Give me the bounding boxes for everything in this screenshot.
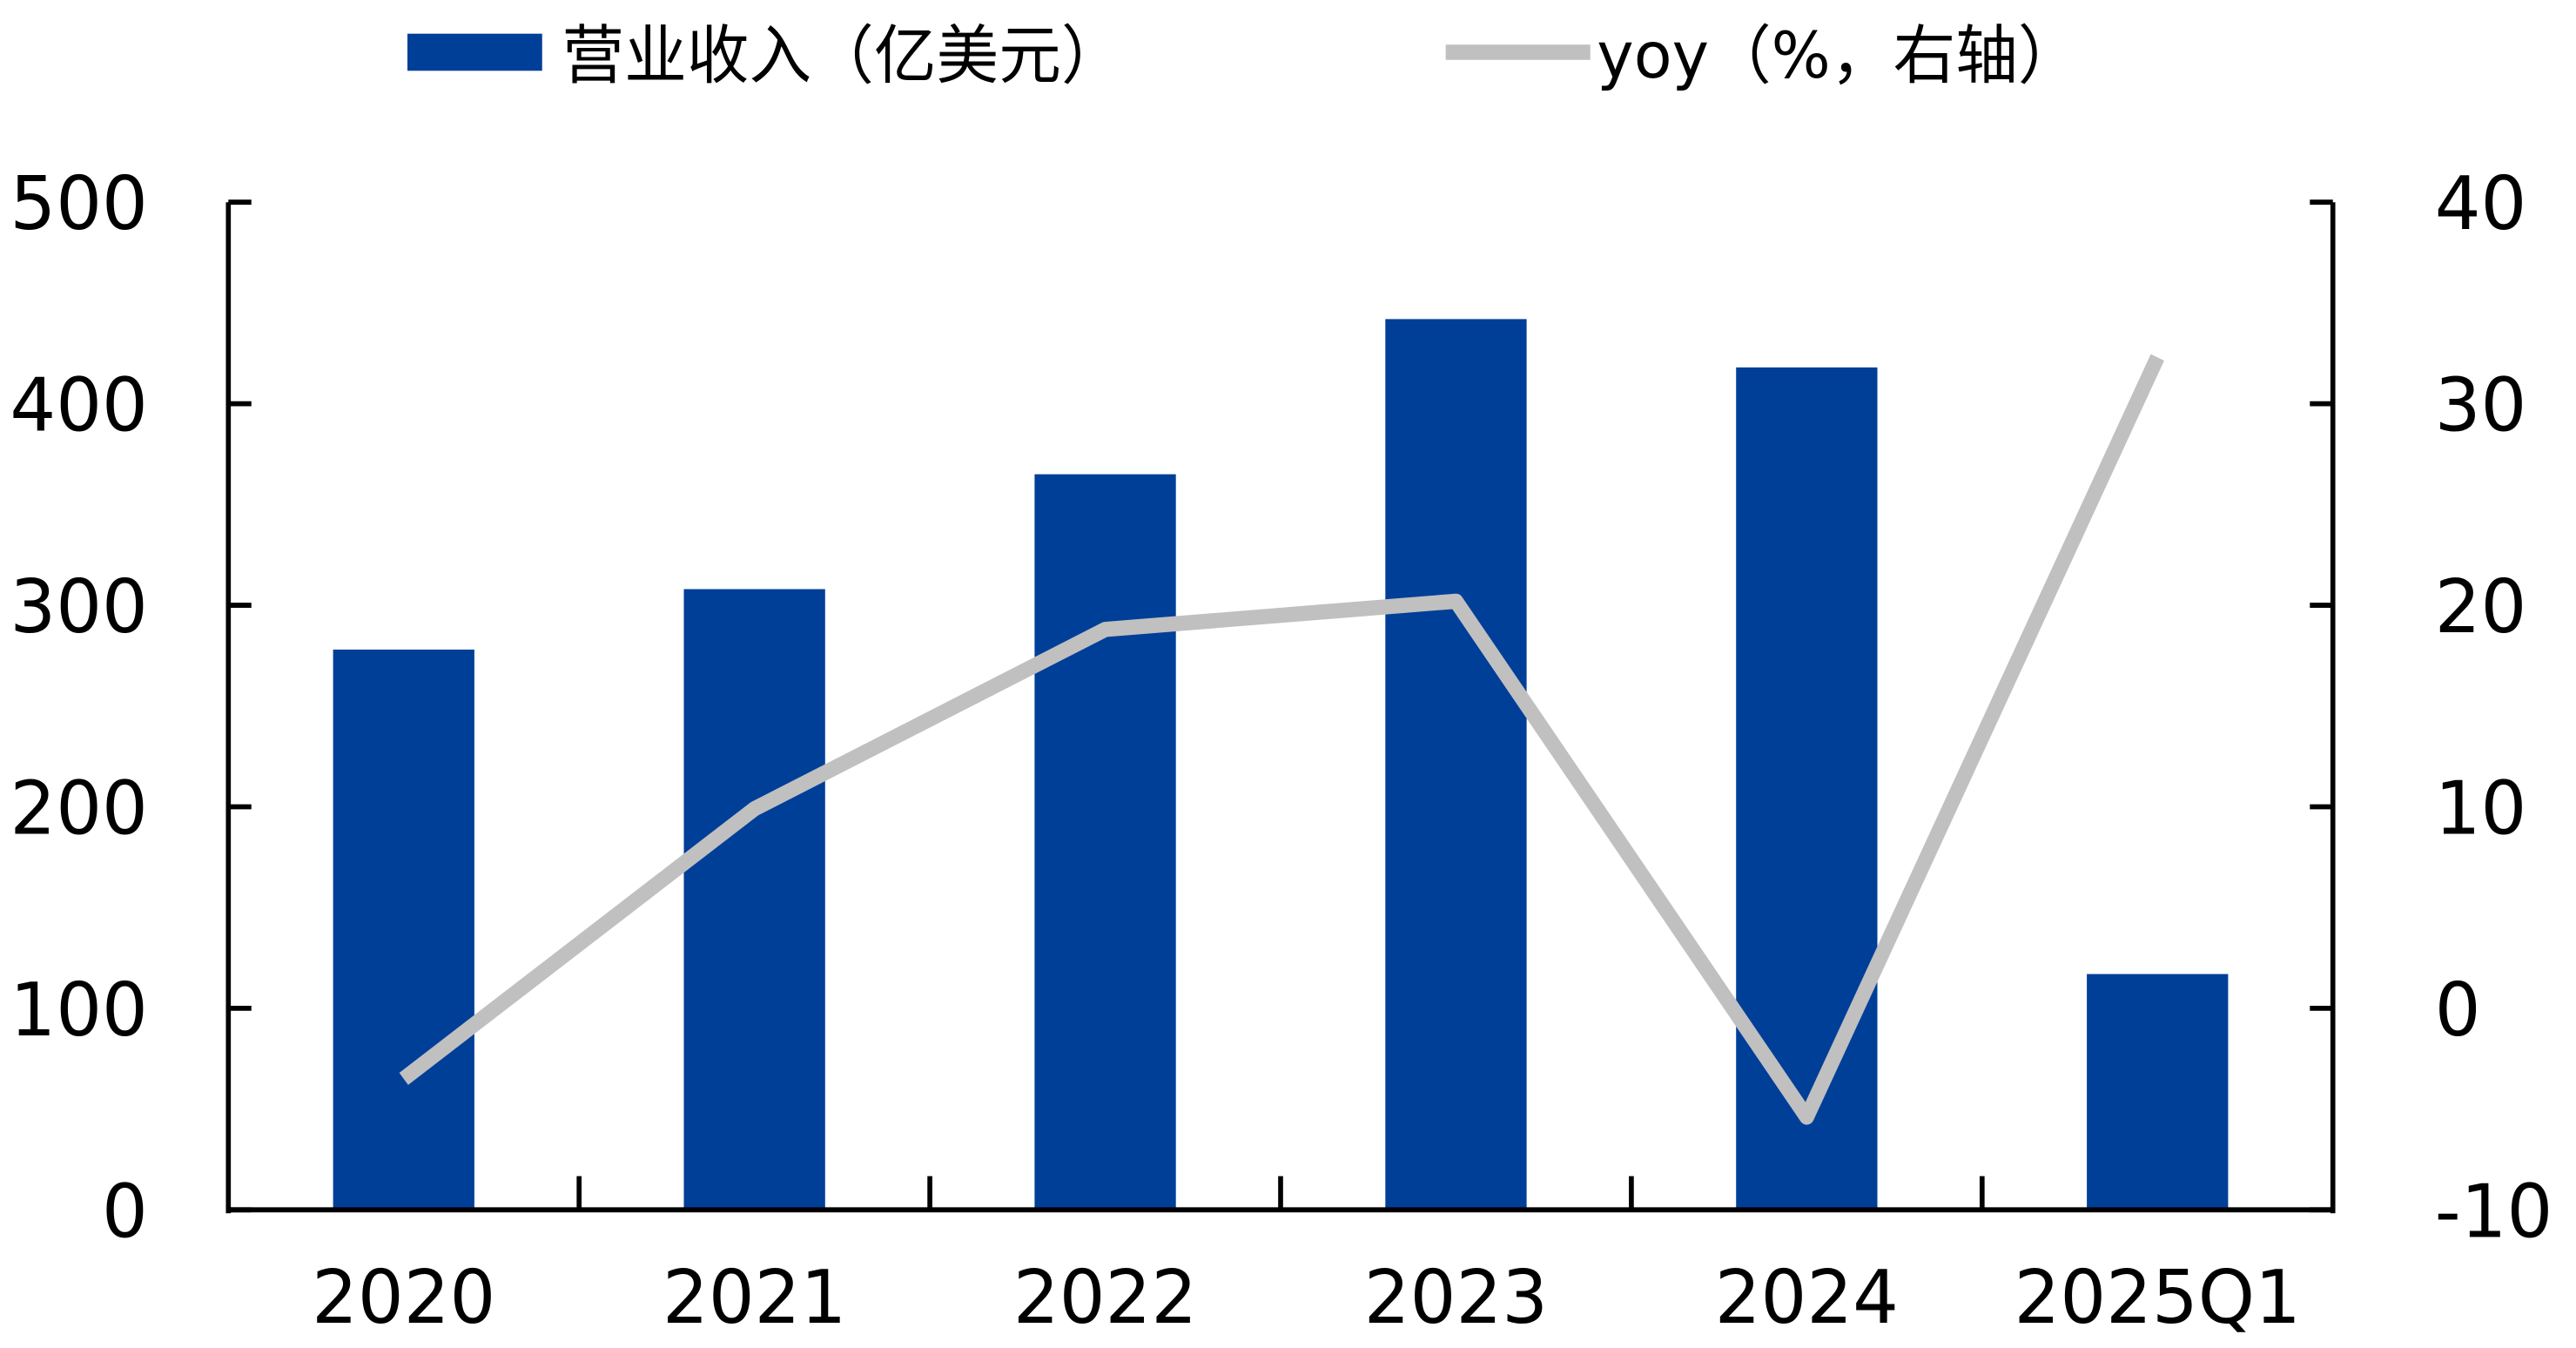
x-tick-label: 2024	[1715, 1254, 1899, 1340]
right-tick-label: 30	[2435, 362, 2527, 448]
left-tick-label: 100	[10, 967, 147, 1053]
bar-2025Q1	[2087, 974, 2229, 1210]
x-tick-label: 2022	[1013, 1254, 1197, 1340]
bar-2023	[1385, 319, 1527, 1210]
right-tick-label: -10	[2435, 1168, 2553, 1254]
right-tick-label: 20	[2435, 563, 2527, 650]
legend-swatch-revenue	[407, 33, 542, 71]
x-tick-label: 2025Q1	[2014, 1254, 2301, 1340]
x-tick-label: 2023	[1364, 1254, 1548, 1340]
x-tick-label: 2020	[312, 1254, 495, 1340]
bar-2024	[1736, 367, 1878, 1210]
left-tick-label: 400	[10, 362, 147, 448]
right-tick-label: 40	[2435, 160, 2527, 246]
bar-2021	[683, 589, 825, 1210]
legend-label-yoy: yoy（%，右轴）	[1597, 19, 2080, 93]
yoy-line	[399, 354, 2164, 1125]
left-tick-label: 0	[102, 1168, 148, 1254]
right-tick-label: 10	[2435, 765, 2527, 851]
left-tick-label: 500	[10, 160, 147, 246]
left-tick-label: 300	[10, 563, 147, 650]
right-tick-label: 0	[2435, 967, 2481, 1053]
bar-2022	[1034, 474, 1176, 1210]
legend: 营业收入（亿美元） yoy（%，右轴）	[407, 19, 2081, 93]
x-tick-label: 2021	[662, 1254, 846, 1340]
left-tick-label: 200	[10, 765, 147, 851]
bar-2020	[333, 649, 474, 1210]
legend-label-revenue: 营业收入（亿美元）	[562, 19, 1123, 93]
